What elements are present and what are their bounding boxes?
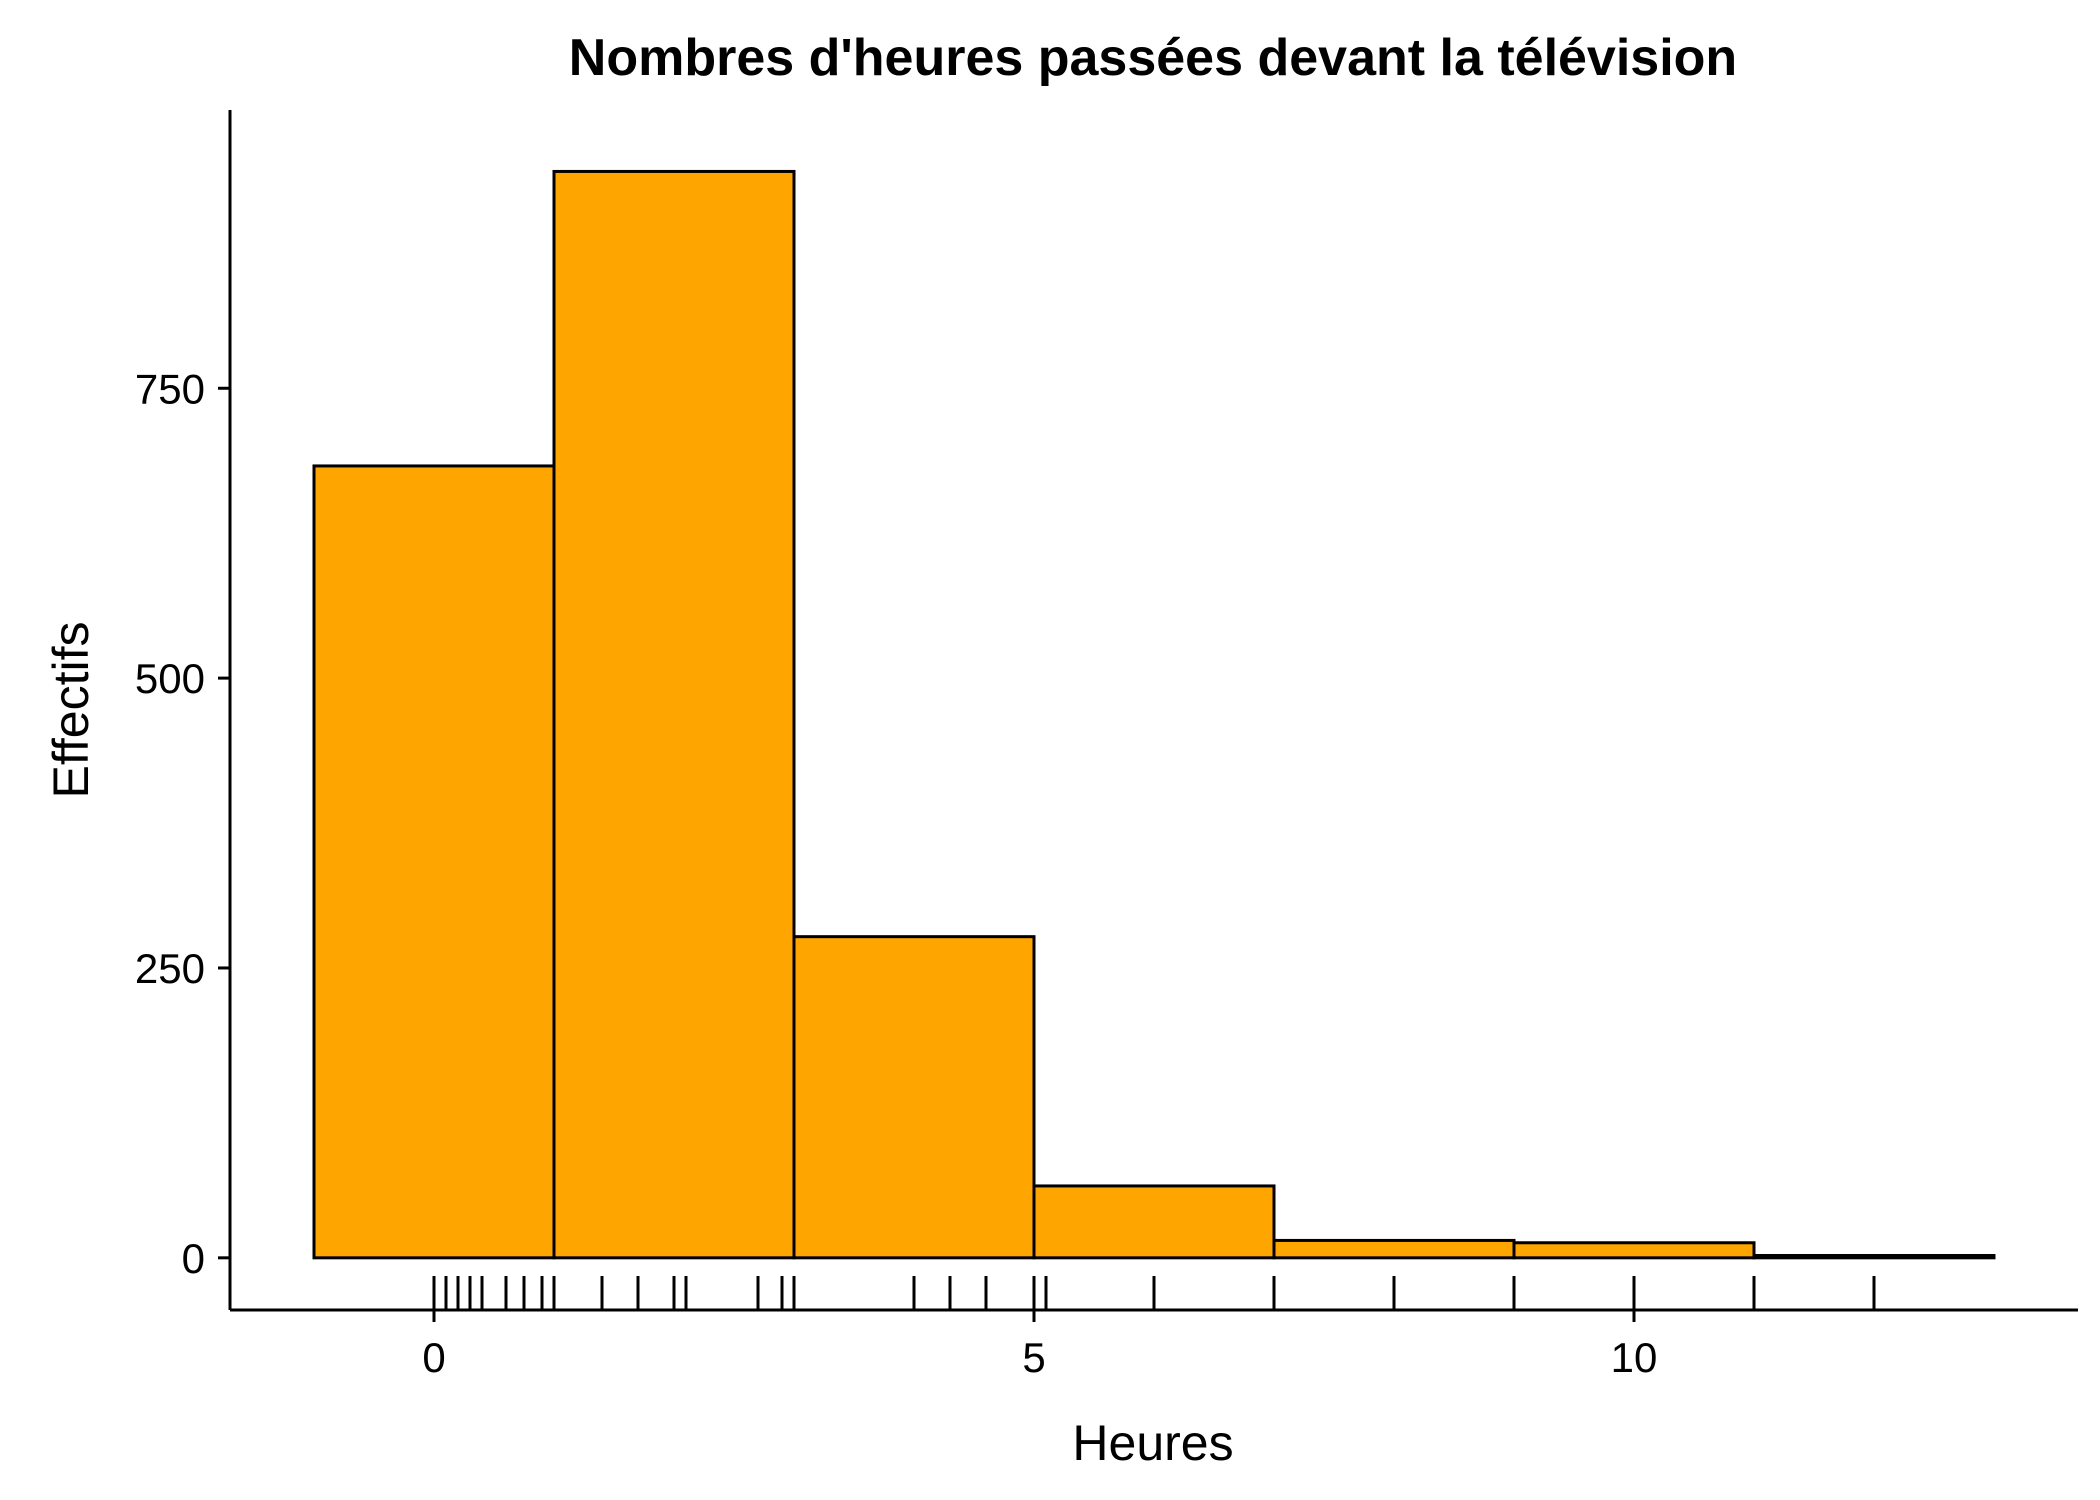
x-tick-label-10: 10 [1611, 1334, 1658, 1381]
histogram-bar-6 [1512, 1241, 1756, 1260]
bars-layer [312, 169, 1996, 1260]
y-tick-label-0: 0 [182, 1235, 205, 1282]
x-axis-label: Heures [1072, 1415, 1233, 1471]
histogram-bar-5 [1272, 1238, 1516, 1260]
rug-layer [432, 1276, 1876, 1310]
x-tick-label-5: 5 [1022, 1334, 1045, 1381]
x-tick-label-0: 0 [422, 1334, 445, 1381]
histogram-bar-7 [1752, 1254, 1996, 1260]
histogram-bar-1 [312, 464, 556, 1260]
y-tick-label-500: 500 [135, 655, 205, 702]
y-tick-label-750: 750 [135, 365, 205, 412]
histogram-bar-3 [792, 935, 1036, 1260]
chart-title: Nombres d'heures passées devant la télév… [569, 29, 1737, 87]
axes-layer [228, 110, 2078, 1312]
histogram-bar-2 [552, 169, 796, 1260]
x-ticks-layer: 0 5 10 [422, 1310, 1657, 1381]
y-ticks-layer: 0 250 500 750 [135, 365, 230, 1282]
y-tick-label-250: 250 [135, 945, 205, 992]
y-axis-label: Effectifs [43, 622, 99, 799]
histogram-bar-4 [1032, 1184, 1276, 1260]
